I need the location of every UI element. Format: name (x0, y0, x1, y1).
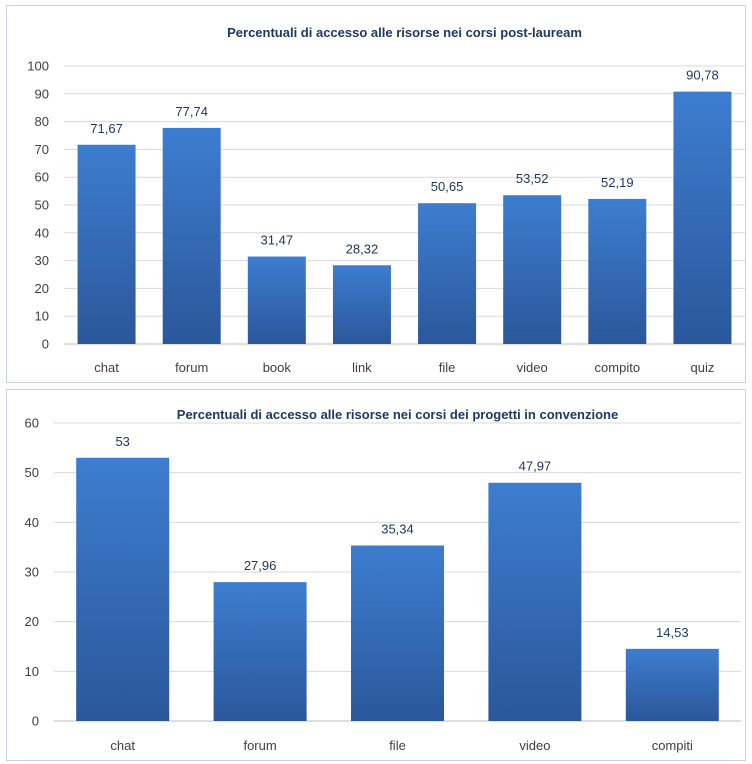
y-tick-label: 30 (35, 253, 49, 268)
x-tick-label-link: link (352, 360, 372, 375)
x-tick-label-book: book (263, 360, 292, 375)
bar-chat (78, 145, 136, 344)
y-tick-label: 60 (25, 416, 39, 431)
x-tick-label-chat: chat (94, 360, 119, 375)
data-label-compito: 52,19 (601, 175, 634, 190)
chart-panel-convenzione: Percentuali di accesso alle risorse nei … (6, 389, 746, 761)
chart-title: Percentuali di accesso alle risorse nei … (177, 407, 618, 422)
data-label-book: 31,47 (261, 233, 294, 248)
y-tick-label: 20 (35, 281, 49, 296)
y-tick-label: 50 (35, 198, 49, 213)
chart-convenzione: Percentuali di accesso alle risorse nei … (7, 390, 747, 762)
data-label-file: 35,34 (381, 521, 414, 536)
x-tick-label-compito: compito (595, 360, 641, 375)
y-tick-label: 100 (27, 59, 49, 74)
y-tick-label: 20 (25, 614, 39, 629)
y-tick-label: 60 (35, 170, 49, 185)
y-tick-label: 80 (35, 114, 49, 129)
bar-chat (76, 458, 169, 721)
y-tick-label: 10 (35, 309, 49, 324)
x-tick-label-quiz: quiz (691, 360, 715, 375)
x-tick-label-file: file (389, 738, 406, 753)
bar-video (503, 195, 561, 344)
data-label-chat: 71,67 (90, 121, 123, 136)
data-label-forum: 27,96 (244, 558, 277, 573)
y-tick-label: 40 (35, 225, 49, 240)
y-tick-label: 10 (25, 664, 39, 679)
bar-book (248, 257, 306, 344)
y-tick-label: 50 (25, 465, 39, 480)
y-tick-label: 40 (25, 515, 39, 530)
bar-forum (214, 582, 307, 721)
data-label-quiz: 90,78 (686, 68, 719, 83)
data-label-file: 50,65 (431, 179, 464, 194)
bar-compiti (626, 649, 719, 721)
chart-title: Percentuali di accesso alle risorse nei … (227, 25, 582, 40)
bar-file (351, 545, 444, 721)
y-tick-label: 90 (35, 86, 49, 101)
data-label-forum: 77,74 (175, 104, 208, 119)
x-tick-label-compiti: compiti (652, 738, 693, 753)
x-tick-label-video: video (517, 360, 548, 375)
y-tick-label: 0 (42, 337, 49, 352)
y-tick-label: 30 (25, 565, 39, 580)
bar-link (333, 265, 391, 344)
x-tick-label-chat: chat (110, 738, 135, 753)
data-label-compiti: 14,53 (656, 625, 689, 640)
data-label-video: 47,97 (519, 459, 552, 474)
x-tick-label-video: video (519, 738, 550, 753)
bar-video (488, 483, 581, 721)
x-tick-label-forum: forum (175, 360, 208, 375)
chart-post-lauream: Percentuali di accesso alle risorse nei … (7, 6, 747, 384)
y-tick-label: 70 (35, 142, 49, 157)
data-label-video: 53,52 (516, 171, 549, 186)
x-tick-label-forum: forum (243, 738, 276, 753)
x-tick-label-file: file (439, 360, 456, 375)
bar-file (418, 203, 476, 344)
bar-forum (163, 128, 221, 344)
y-tick-label: 0 (32, 714, 39, 729)
data-label-chat: 53 (115, 434, 129, 449)
data-label-link: 28,32 (346, 241, 379, 256)
bar-compito (588, 199, 646, 344)
bar-quiz (673, 92, 731, 344)
chart-panel-post-lauream: Percentuali di accesso alle risorse nei … (6, 5, 746, 383)
